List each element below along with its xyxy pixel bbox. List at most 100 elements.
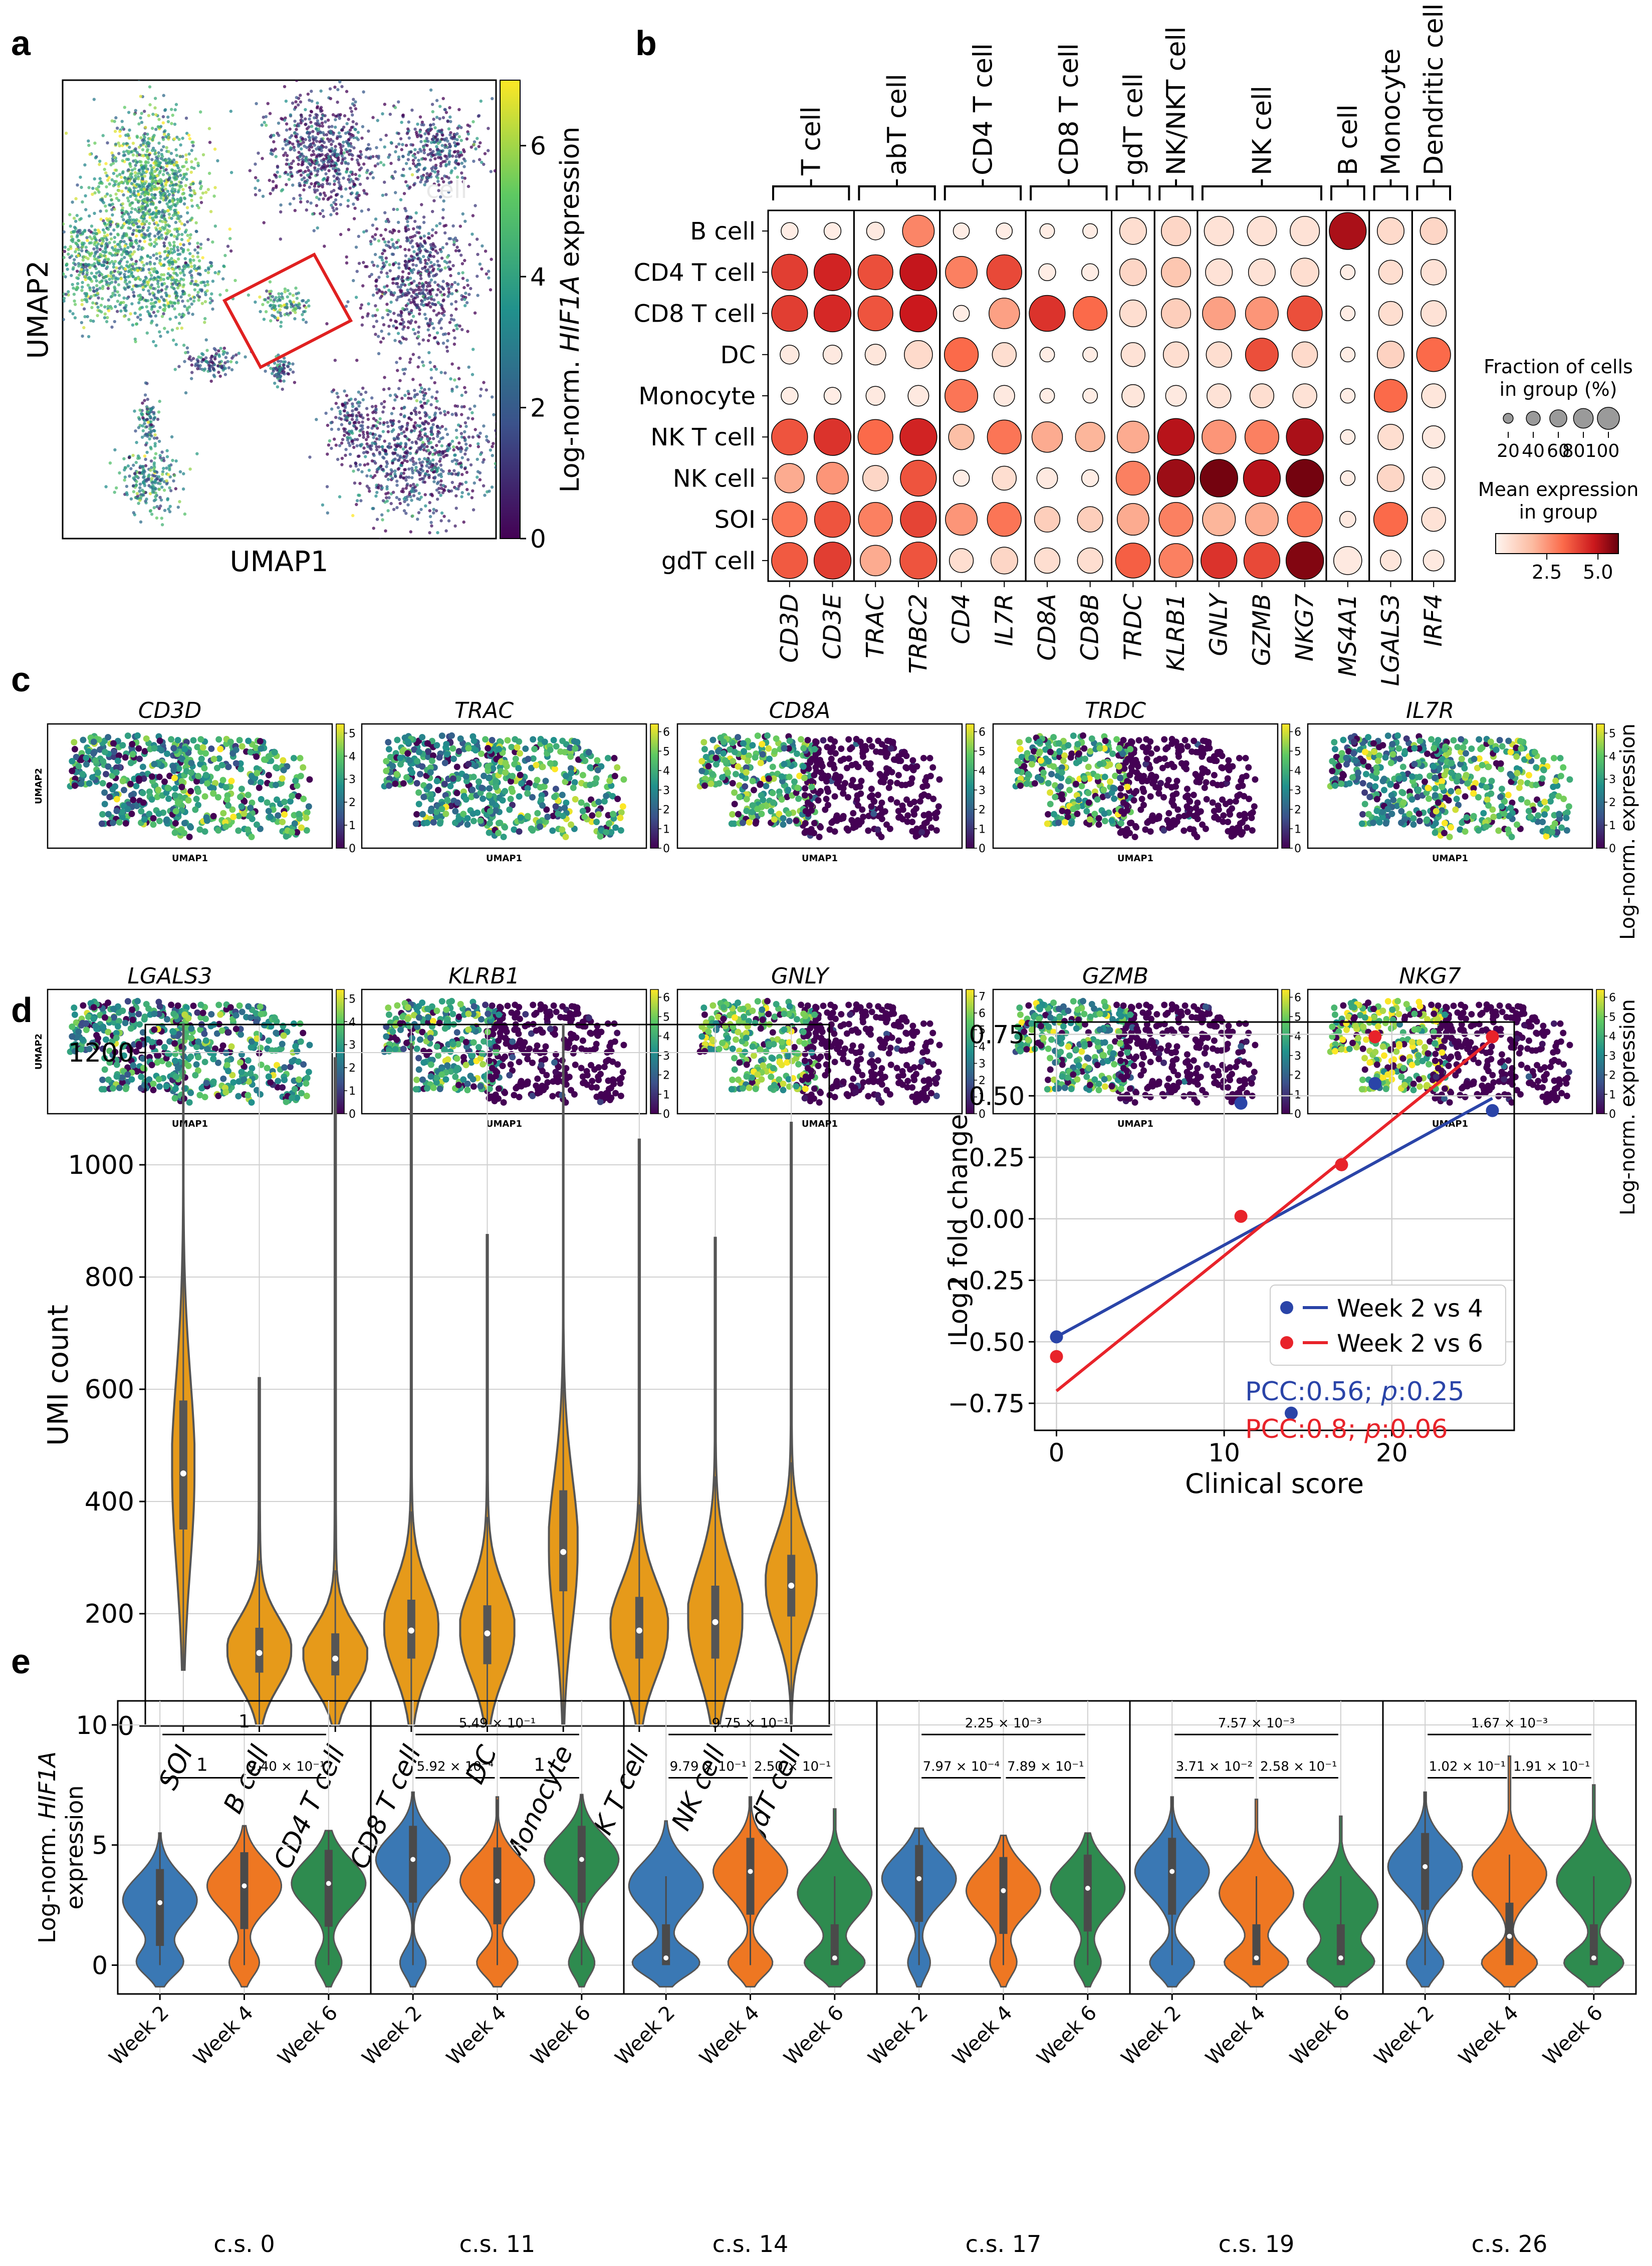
umap-point xyxy=(87,277,90,280)
umap-point xyxy=(356,197,360,201)
umap-point xyxy=(223,254,227,258)
umap-point xyxy=(454,494,458,497)
umap-point xyxy=(207,364,211,367)
umap-point xyxy=(423,265,427,269)
umap-point xyxy=(175,327,179,330)
umap-point xyxy=(128,179,131,183)
umap-point xyxy=(417,491,421,495)
umap-point xyxy=(162,145,165,149)
umap-point xyxy=(446,283,450,287)
umap-point xyxy=(138,417,141,421)
umap-point xyxy=(160,315,164,318)
umap-point xyxy=(139,136,143,140)
umap-point xyxy=(428,265,432,269)
umap-point xyxy=(435,444,438,447)
umap-point xyxy=(163,217,166,221)
umap-point xyxy=(123,106,126,109)
umap-point xyxy=(154,491,157,495)
umap-point xyxy=(487,149,490,152)
umap-point xyxy=(334,125,337,129)
umap-point xyxy=(467,365,470,369)
umap-point xyxy=(151,291,155,295)
umap-point xyxy=(73,258,76,262)
umap-point xyxy=(440,144,444,147)
umap-point xyxy=(261,303,265,306)
umap-point xyxy=(438,222,442,225)
umap-point xyxy=(131,245,135,249)
umap-point xyxy=(179,242,182,246)
umap-point xyxy=(373,253,377,257)
umap-point xyxy=(113,207,116,211)
umap-point xyxy=(213,356,217,359)
umap-point xyxy=(163,327,166,330)
umap-point xyxy=(145,280,149,284)
umap-point xyxy=(342,176,345,180)
umap-point xyxy=(448,133,452,137)
umap-point xyxy=(98,163,101,166)
umap-point xyxy=(423,132,427,136)
umap-point xyxy=(149,256,152,260)
umap-point xyxy=(57,220,60,223)
umap-point xyxy=(476,137,479,140)
umap-point xyxy=(388,394,392,397)
umap-point xyxy=(312,229,316,232)
umap-point xyxy=(388,310,392,314)
umap-point xyxy=(358,182,362,186)
umap-point xyxy=(452,342,456,346)
umap-point xyxy=(461,277,465,280)
umap-point xyxy=(174,316,178,319)
umap-point xyxy=(427,275,431,278)
umap-point xyxy=(122,193,125,197)
umap-point xyxy=(444,111,448,114)
umap-point xyxy=(95,271,98,275)
umap-point xyxy=(438,105,442,108)
umap-point xyxy=(403,405,406,409)
umap-point xyxy=(414,320,417,324)
umap-point xyxy=(166,260,170,264)
umap-point xyxy=(193,288,197,292)
umap-point xyxy=(374,279,378,283)
umap-point xyxy=(424,281,428,285)
umap-point xyxy=(369,552,372,555)
umap-point xyxy=(57,286,60,289)
umap-point xyxy=(93,262,96,266)
umap-point xyxy=(304,123,307,126)
umap-point xyxy=(523,156,526,159)
umap-point xyxy=(334,114,338,118)
umap-point xyxy=(158,399,161,403)
umap-point xyxy=(288,165,292,169)
umap-point xyxy=(56,254,59,257)
umap-point xyxy=(472,143,476,146)
umap-point xyxy=(83,298,87,302)
umap-point xyxy=(434,249,437,253)
umap-point xyxy=(418,416,422,420)
umap-point xyxy=(209,265,213,268)
umap-point xyxy=(162,459,166,462)
umap-point xyxy=(80,185,83,189)
umap-point xyxy=(171,267,174,271)
umap-point xyxy=(204,190,208,194)
umap-point xyxy=(140,112,143,115)
umap-point xyxy=(99,253,102,256)
umap-point xyxy=(143,207,147,211)
umap-point xyxy=(104,485,108,488)
umap-point xyxy=(180,184,183,188)
umap-point xyxy=(175,235,179,239)
umap-point xyxy=(123,280,127,284)
umap-point xyxy=(441,436,444,440)
umap-point xyxy=(71,283,74,287)
umap-point xyxy=(285,312,289,316)
umap-point xyxy=(330,190,333,194)
umap-point xyxy=(419,467,423,471)
umap-point xyxy=(244,355,247,359)
umap-point xyxy=(125,142,128,145)
umap-point xyxy=(115,249,118,253)
umap-point xyxy=(137,192,140,196)
umap-point xyxy=(368,275,371,278)
umap-point xyxy=(327,443,331,447)
umap-point xyxy=(154,160,157,164)
umap-point xyxy=(125,283,129,286)
umap-point xyxy=(171,458,174,462)
umap-point xyxy=(191,255,195,258)
umap-point xyxy=(377,154,380,158)
